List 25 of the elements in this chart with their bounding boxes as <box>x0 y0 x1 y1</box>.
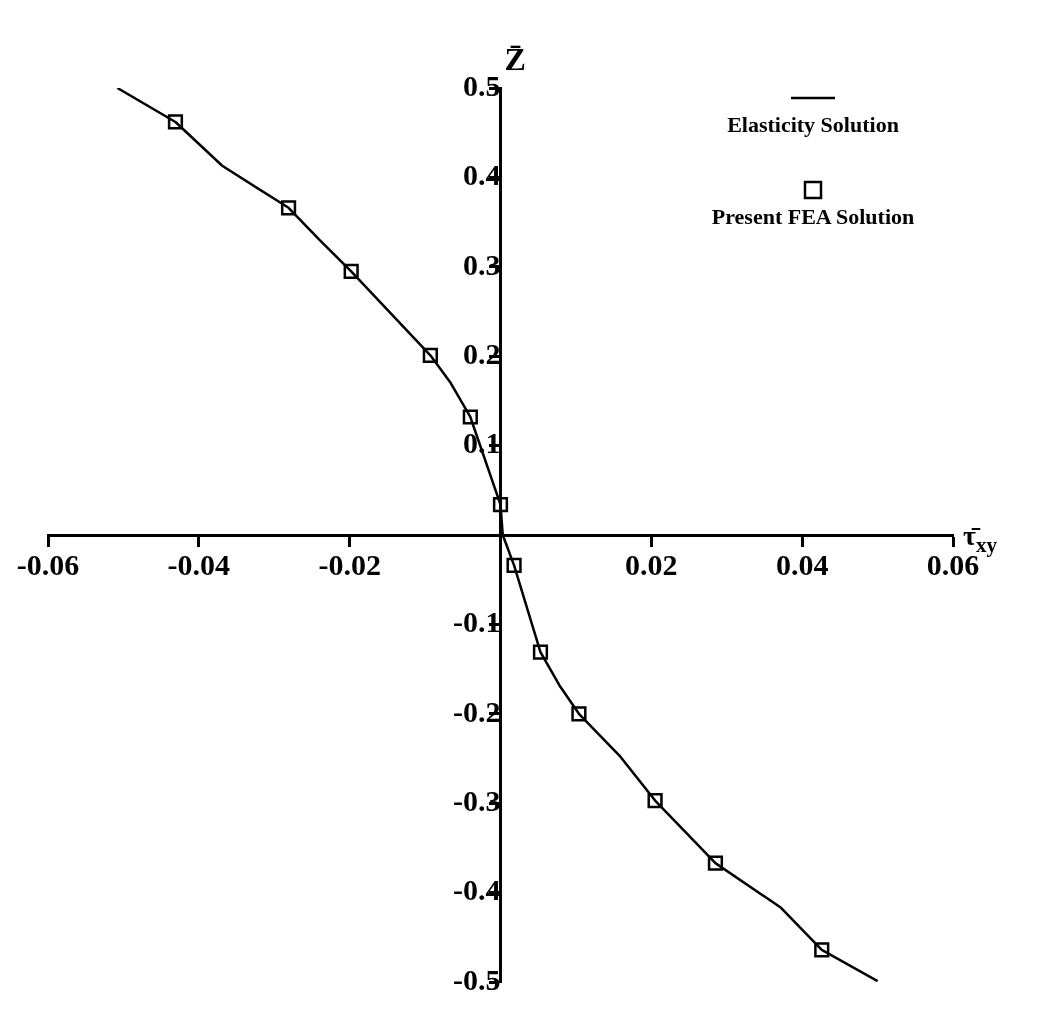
point <box>571 706 587 722</box>
point <box>707 855 724 871</box>
point <box>492 496 509 513</box>
y-tick-label: 0.2 <box>463 336 501 370</box>
legend-label: Present FEA Solution <box>711 204 915 229</box>
point <box>280 200 297 216</box>
point <box>422 347 438 363</box>
x-tick-label: 0.04 <box>775 547 829 581</box>
point <box>506 557 522 574</box>
point <box>814 942 830 958</box>
x-tick-label: 0.02 <box>625 547 678 581</box>
y-tick-label: 0.5 <box>463 68 501 102</box>
y-tick-label: -0.5 <box>453 962 501 996</box>
x-tick-label: -0.02 <box>318 547 381 581</box>
y-tick-label: -0.3 <box>453 783 501 817</box>
point <box>647 792 663 809</box>
legend-label: Elasticity Solution <box>727 112 899 137</box>
x-tick-label: -0.06 <box>16 547 80 581</box>
y-tick-label: -0.2 <box>453 694 501 728</box>
point <box>343 263 359 279</box>
x-tick-label: -0.04 <box>167 547 231 581</box>
point <box>462 409 478 425</box>
point <box>167 114 184 130</box>
point <box>532 644 549 660</box>
y-axis-title: Z̄ <box>504 41 526 77</box>
